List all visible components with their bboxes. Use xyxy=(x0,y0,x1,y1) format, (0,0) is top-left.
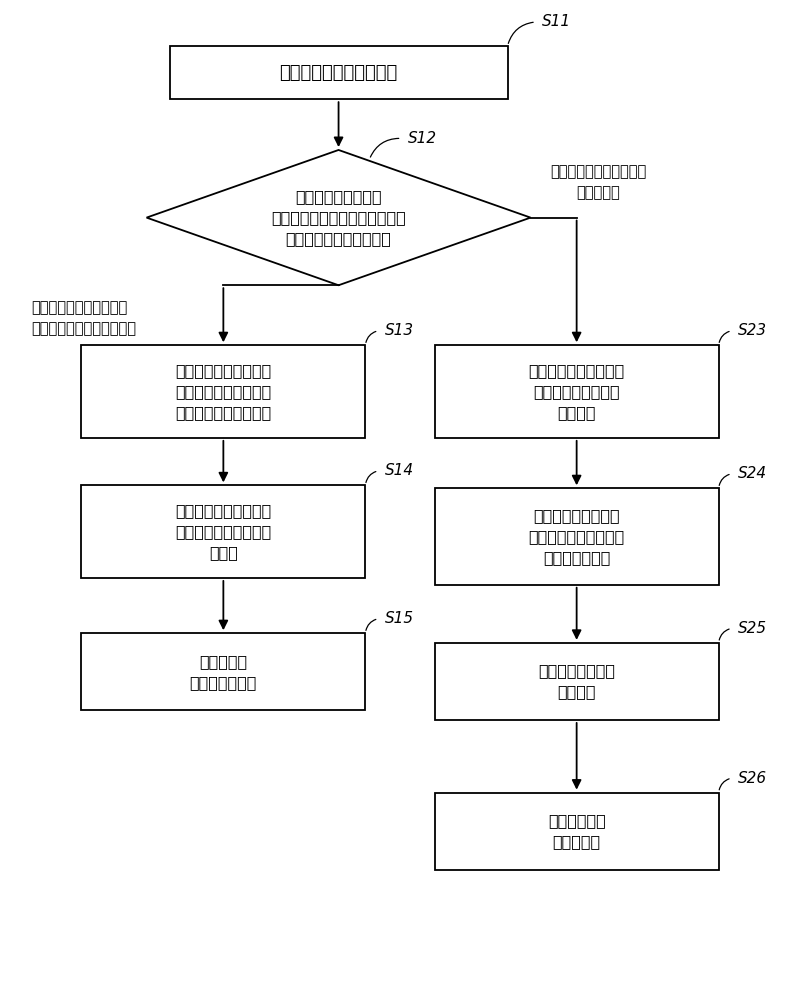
Text: S13: S13 xyxy=(385,323,414,338)
Text: S12: S12 xyxy=(408,131,437,146)
Text: S25: S25 xyxy=(738,621,767,636)
Text: 统计故障现象
及故障原因: 统计故障现象 及故障原因 xyxy=(548,813,606,849)
Polygon shape xyxy=(146,150,530,285)
Text: 分析故障原因以提供
维修方案，且显示故障
原因及维修方案: 分析故障原因以提供 维修方案，且显示故障 原因及维修方案 xyxy=(529,508,625,565)
Text: 分析实时采集的部件的
特征参数信息而获得
故障原因: 分析实时采集的部件的 特征参数信息而获得 故障原因 xyxy=(529,363,625,420)
Text: S11: S11 xyxy=(542,15,571,30)
Text: S15: S15 xyxy=(385,611,414,626)
Bar xyxy=(434,345,718,438)
Text: S26: S26 xyxy=(738,770,767,786)
Bar xyxy=(170,46,507,100)
Text: 实时采集工程机械的
部件的特征参数信息并判断部件
当前所处的生命周期阶段: 实时采集工程机械的 部件的特征参数信息并判断部件 当前所处的生命周期阶段 xyxy=(271,189,406,246)
Text: S23: S23 xyxy=(738,323,767,338)
Bar xyxy=(434,793,718,870)
Text: S14: S14 xyxy=(385,463,414,478)
Bar xyxy=(434,488,718,585)
Text: 利用实时采集的部件的
特征参数信息构建样本
数据集: 利用实时采集的部件的 特征参数信息构建样本 数据集 xyxy=(175,503,271,560)
Text: 预测并显示
部件的剩余寿命: 预测并显示 部件的剩余寿命 xyxy=(190,654,257,690)
Text: 部件当前所处的生命周期
为失效阶段: 部件当前所处的生命周期 为失效阶段 xyxy=(550,165,646,200)
Text: S24: S24 xyxy=(738,466,767,481)
Bar xyxy=(82,485,366,578)
Text: 对工程机械的部件
进行检修: 对工程机械的部件 进行检修 xyxy=(538,664,615,699)
Text: 选取用于远程维护的部件: 选取用于远程维护的部件 xyxy=(279,64,398,82)
Bar xyxy=(434,643,718,720)
Bar xyxy=(82,633,366,710)
Text: 部件当前所处的生命周期
为正常阶段或性能衰退阶段: 部件当前所处的生命周期 为正常阶段或性能衰退阶段 xyxy=(31,300,136,336)
Bar xyxy=(82,345,366,438)
Text: 采用动态可靠性分析来
获取部件的剩余寿命范
围以确定当前评估对象: 采用动态可靠性分析来 获取部件的剩余寿命范 围以确定当前评估对象 xyxy=(175,363,271,420)
